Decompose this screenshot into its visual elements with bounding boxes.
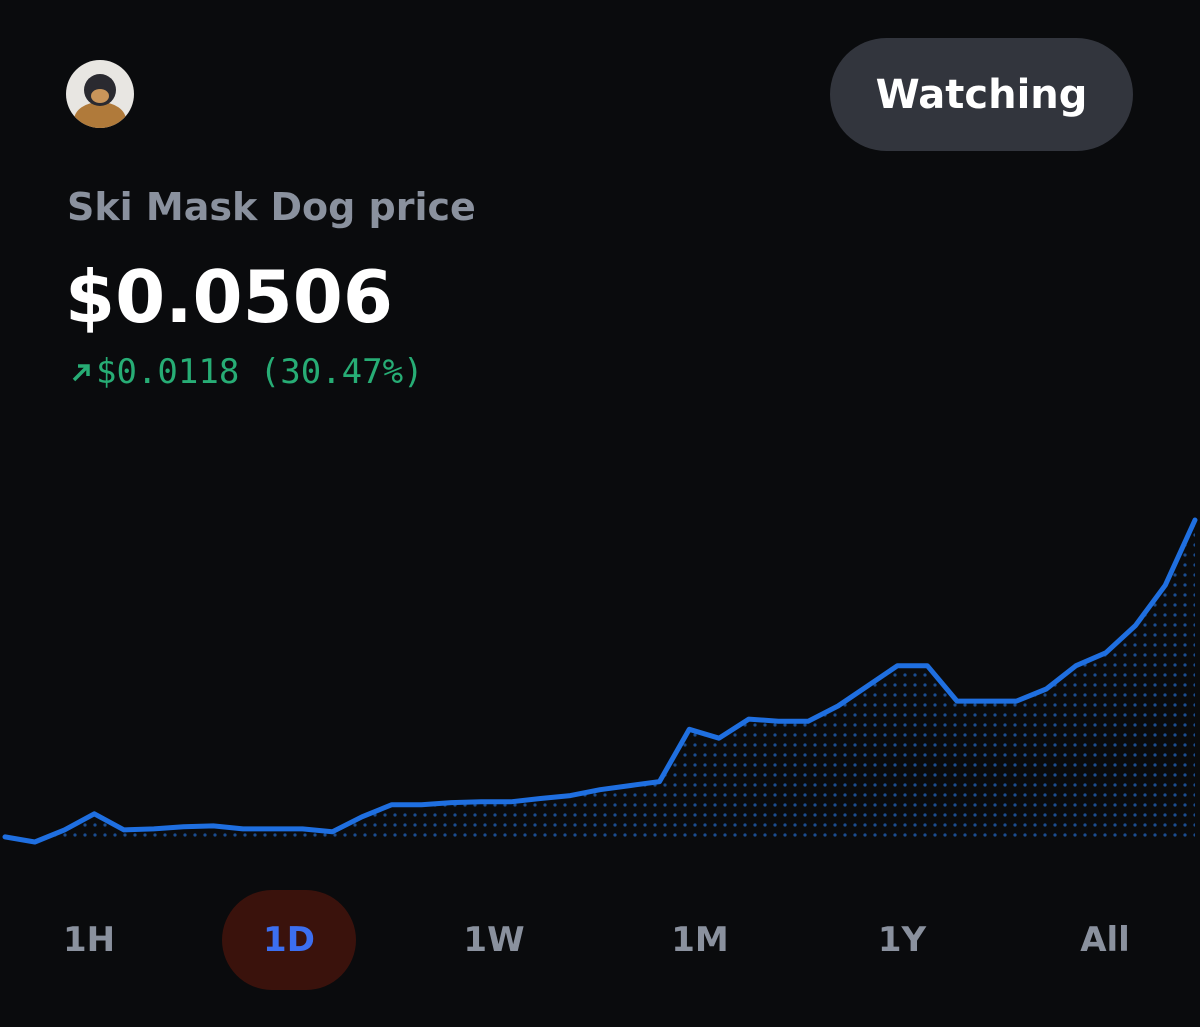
range-button[interactable]: All [1080, 920, 1130, 960]
asset-title: Ski Mask Dog price [67, 185, 476, 229]
range-button[interactable]: 1H [62, 920, 116, 960]
price-chart [2, 517, 1198, 845]
avatar [66, 60, 134, 128]
range-selector: 1H 1D 1W 1M 1Y All [0, 890, 1200, 990]
price-change: $0.0118 (30.47%) [68, 352, 424, 392]
price-line [2, 517, 1198, 845]
up-arrow-icon [72, 364, 90, 382]
range-button[interactable]: 1Y [877, 920, 927, 960]
range-button[interactable]: 1W [463, 920, 525, 960]
change-text: $0.0118 (30.47%) [96, 352, 424, 392]
range-button[interactable]: 1D [222, 890, 356, 990]
range-button[interactable]: 1M [671, 920, 729, 960]
price-area [5, 520, 1195, 842]
watching-button[interactable]: Watching [830, 38, 1133, 151]
asset-price: $0.0506 [65, 255, 393, 339]
